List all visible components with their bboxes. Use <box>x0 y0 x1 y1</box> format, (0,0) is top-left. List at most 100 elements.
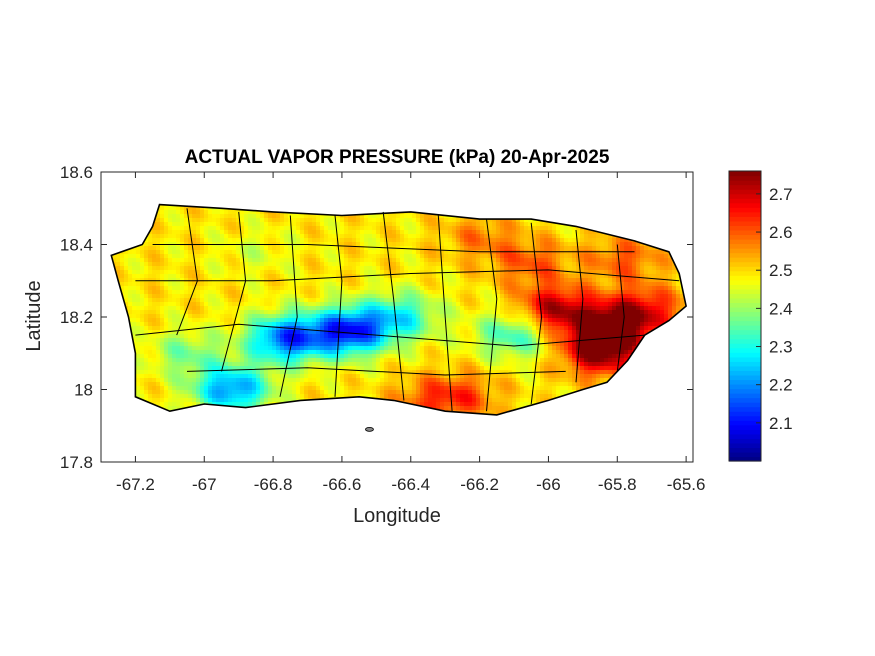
heatmap-cell <box>400 342 405 347</box>
heatmap-cell <box>208 382 213 387</box>
heatmap-cell <box>376 346 381 351</box>
heatmap-cell <box>348 350 353 355</box>
heatmap-cell <box>264 306 269 311</box>
heatmap-cell <box>420 246 425 251</box>
heatmap-cell <box>280 394 285 399</box>
heatmap-cell <box>308 310 313 315</box>
heatmap-cell <box>404 394 409 399</box>
heatmap-cell <box>136 390 141 395</box>
heatmap-cell <box>244 358 249 363</box>
heatmap-cell <box>284 386 289 391</box>
heatmap-cell <box>428 238 433 243</box>
heatmap-cell <box>432 214 437 219</box>
heatmap-cell <box>428 346 433 351</box>
heatmap-cell <box>124 274 129 279</box>
heatmap-cell <box>304 230 309 235</box>
heatmap-cell <box>332 358 337 363</box>
heatmap-cell <box>392 326 397 331</box>
heatmap-cell <box>420 258 425 263</box>
heatmap-cell <box>268 286 273 291</box>
heatmap-cell <box>228 290 233 295</box>
heatmap-cell <box>348 266 353 271</box>
heatmap-cell <box>236 314 241 319</box>
heatmap-cell <box>320 286 325 291</box>
heatmap-cell <box>392 310 397 315</box>
heatmap-cell <box>332 282 337 287</box>
heatmap-cell <box>332 286 337 291</box>
heatmap-cell <box>176 358 181 363</box>
heatmap-cell <box>356 286 361 291</box>
heatmap-cell <box>324 314 329 319</box>
heatmap-cell <box>284 314 289 319</box>
heatmap-cell <box>188 358 193 363</box>
heatmap-cell <box>204 370 209 375</box>
heatmap-cell <box>208 398 213 403</box>
heatmap-cell <box>424 322 429 327</box>
heatmap-cell <box>312 322 317 327</box>
heatmap-cell <box>336 282 341 287</box>
heatmap-cell <box>384 390 389 395</box>
heatmap-cell <box>440 218 445 223</box>
heatmap-cell <box>328 394 333 399</box>
heatmap-cell <box>252 378 257 383</box>
heatmap-cell <box>220 278 225 283</box>
heatmap-cell <box>308 262 313 267</box>
heatmap-cell <box>392 358 397 363</box>
heatmap-cell <box>276 386 281 391</box>
heatmap-cell <box>296 238 301 243</box>
heatmap-cell <box>208 386 213 391</box>
heatmap-cell <box>140 266 145 271</box>
heatmap-cell <box>404 290 409 295</box>
heatmap-cell <box>380 334 385 339</box>
heatmap-cell <box>168 270 173 275</box>
heatmap-cell <box>444 262 449 267</box>
heatmap-cell <box>364 374 369 379</box>
heatmap-cell <box>256 274 261 279</box>
heatmap-cell <box>456 286 461 291</box>
heatmap-cell <box>456 282 461 287</box>
heatmap-cell <box>160 262 165 267</box>
heatmap-cell <box>268 262 273 267</box>
heatmap-cell <box>244 294 249 299</box>
heatmap-cell <box>204 226 209 231</box>
heatmap-cell <box>168 334 173 339</box>
heatmap-cell <box>196 378 201 383</box>
heatmap-cell <box>280 346 285 351</box>
heatmap-cell <box>408 298 413 303</box>
heatmap-cell <box>140 286 145 291</box>
heatmap-cell <box>168 274 173 279</box>
heatmap-cell <box>292 298 297 303</box>
heatmap-cell <box>244 218 249 223</box>
heatmap-cell <box>420 306 425 311</box>
heatmap-cell <box>372 270 377 275</box>
heatmap-cell <box>352 230 357 235</box>
heatmap-cell <box>224 226 229 231</box>
heatmap-cell <box>316 254 321 259</box>
heatmap-cell <box>424 282 429 287</box>
heatmap-cell <box>288 262 293 267</box>
heatmap-cell <box>248 306 253 311</box>
heatmap-cell <box>344 250 349 255</box>
heatmap-cell <box>328 298 333 303</box>
heatmap-cell <box>380 294 385 299</box>
heatmap-cell <box>368 218 373 223</box>
heatmap-cell <box>444 306 449 311</box>
heatmap-cell <box>388 374 393 379</box>
heatmap-cell <box>320 314 325 319</box>
heatmap-cell <box>440 234 445 239</box>
heatmap-cell <box>220 306 225 311</box>
heatmap-cell <box>284 374 289 379</box>
heatmap-cell <box>160 294 165 299</box>
heatmap-cell <box>436 238 441 243</box>
heatmap-cell <box>236 302 241 307</box>
heatmap-cell <box>284 238 289 243</box>
heatmap-cell <box>456 258 461 263</box>
heatmap-cell <box>392 382 397 387</box>
heatmap-cell <box>348 370 353 375</box>
heatmap-cell <box>448 350 453 355</box>
heatmap-cell <box>388 366 393 371</box>
heatmap-cell <box>356 238 361 243</box>
heatmap-cell <box>304 290 309 295</box>
heatmap-cell <box>432 342 437 347</box>
heatmap-cell <box>292 354 297 359</box>
